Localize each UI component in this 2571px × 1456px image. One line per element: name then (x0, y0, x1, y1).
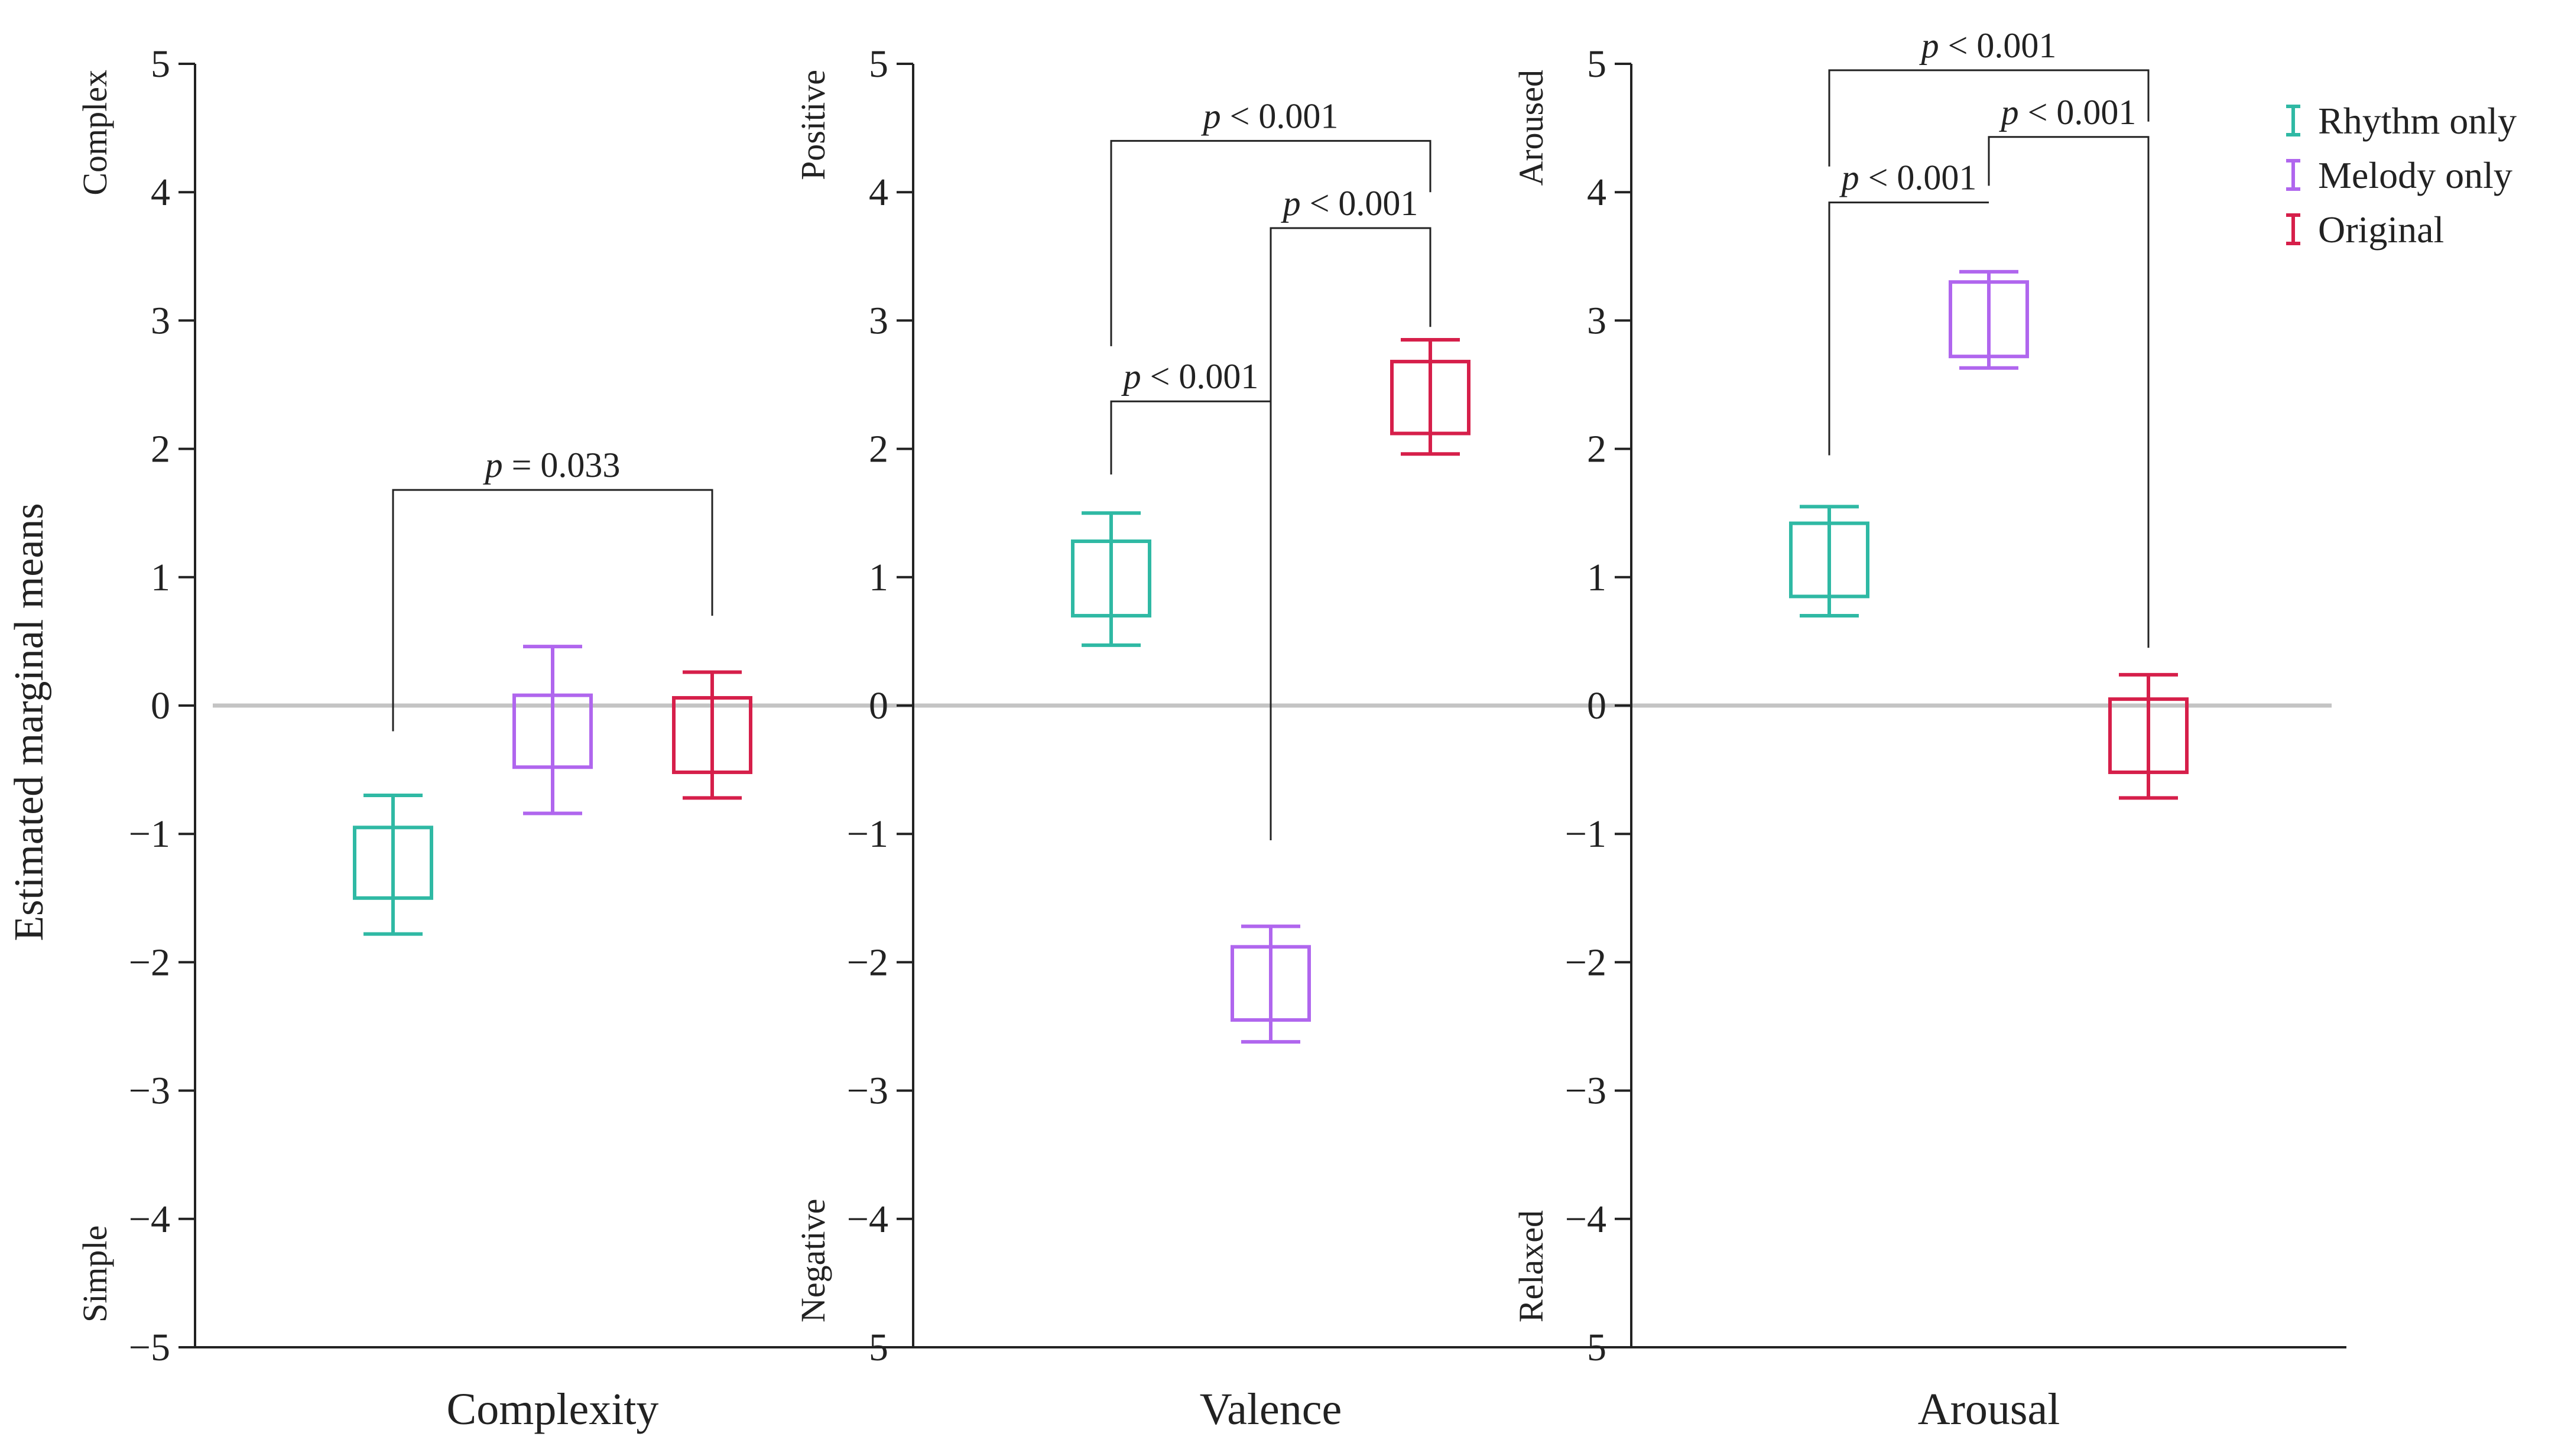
complexity-y-tick-label: −5 (129, 1326, 170, 1369)
p-value-label: p < 0.001 (1839, 158, 1977, 197)
complexity-y-tick-label: −2 (129, 941, 170, 984)
complexity-y-tick-label: −4 (129, 1198, 170, 1241)
bracket-line (1828, 69, 2150, 167)
arousal-y-tick-label: 5 (1587, 43, 1606, 86)
valence-original-box (1390, 337, 1470, 456)
arousal-x-label: Arousal (1918, 1384, 2060, 1434)
p-symbol: p (1919, 26, 1939, 65)
valence-significance-bracket: p < 0.001 (1110, 357, 1272, 841)
axes-layer: 5 4 3 2 1 0 −1 −2 −3 −4 −5 Complexity Complex Simple 5… (76, 43, 2346, 1434)
bracket-line (1270, 227, 1431, 402)
complexity-y-tick-label: 1 (151, 556, 170, 599)
p-value-text: < 0.001 (1301, 184, 1418, 223)
complexity-melody-only-box (512, 645, 593, 815)
p-value-text: < 0.001 (1939, 26, 2057, 65)
arousal-original-box (2108, 672, 2189, 800)
bracket-line (1110, 139, 1431, 346)
arousal-y-tick-label: −5 (1565, 1326, 1606, 1369)
legend: Rhythm only Melody only Original (2286, 100, 2517, 251)
complexity-y-tick-label: −3 (129, 1070, 170, 1113)
complexity-rhythm-only-box (353, 794, 433, 936)
arousal-significance-bracket: p < 0.001 (1988, 93, 2150, 648)
arousal-y-tick-label: 0 (1587, 684, 1606, 727)
p-value-label: p < 0.001 (1201, 96, 1339, 135)
arousal-significance-bracket: p < 0.001 (1828, 26, 2150, 167)
arousal-y-tick-label: −1 (1565, 812, 1606, 856)
marks-layer (353, 269, 2189, 1044)
arousal-y-tick-label: −4 (1565, 1198, 1606, 1241)
legend-label: Original (2318, 209, 2444, 251)
legend-label: Melody only (2318, 154, 2512, 196)
complexity-y-tick-label: 4 (151, 171, 170, 214)
valence-y-tick-label: 0 (869, 684, 888, 727)
p-value-text: < 0.001 (1859, 158, 1977, 197)
p-value-text: < 0.001 (2019, 93, 2137, 132)
complexity-y-tick-label: 3 (151, 299, 170, 342)
legend-label: Rhythm only (2318, 100, 2517, 142)
valence-rhythm-only-box (1071, 511, 1151, 647)
complexity-y-tick-label: 5 (151, 43, 170, 86)
arousal-melody-only-box (1949, 269, 2029, 370)
arousal-top-label: Aroused (1512, 70, 1550, 186)
p-value-text: = 0.033 (503, 446, 621, 485)
valence-y-tick-label: 1 (869, 556, 888, 599)
p-symbol: p (1201, 96, 1221, 135)
complexity-original-box (672, 670, 752, 800)
p-symbol: p (1281, 184, 1301, 223)
arousal-y-tick-label: −3 (1565, 1070, 1606, 1113)
arousal-bottom-label: Relaxed (1512, 1210, 1550, 1322)
bracket-line (1110, 400, 1272, 841)
valence-top-label: Positive (794, 70, 832, 180)
p-symbol: p (1999, 93, 2019, 132)
arousal-y-tick-label: −2 (1565, 941, 1606, 984)
complexity-y-tick-label: −1 (129, 812, 170, 856)
p-value-label: p < 0.001 (1121, 357, 1259, 396)
p-value-text: < 0.001 (1141, 357, 1259, 396)
complexity-bottom-label: Simple (76, 1226, 114, 1322)
complexity-x-label: Complexity (447, 1384, 659, 1434)
arousal-y-tick-label: 2 (1587, 428, 1606, 471)
bracket-line (1988, 136, 2150, 648)
legend-item-melody-only: Melody only (2286, 154, 2512, 196)
valence-significance-bracket: p < 0.001 (1270, 184, 1431, 402)
valence-y-tick-label: 3 (869, 299, 888, 342)
bracket-line (1828, 202, 1989, 456)
p-value-label: p < 0.001 (1999, 93, 2137, 132)
arousal-y-tick-label: 3 (1587, 299, 1606, 342)
valence-y-tick-label: 2 (869, 428, 888, 471)
arousal-y-tick-label: 1 (1587, 556, 1606, 599)
p-value-label: p < 0.001 (1919, 26, 2057, 65)
p-symbol: p (1839, 158, 1859, 197)
complexity-significance-bracket: p = 0.033 (392, 446, 713, 732)
valence-y-tick-label: −5 (847, 1326, 888, 1369)
valence-x-label: Valence (1200, 1384, 1342, 1434)
arousal-y-tick-label: 4 (1587, 171, 1606, 214)
p-symbol: p (1121, 357, 1141, 396)
valence-y-tick-label: −4 (847, 1198, 888, 1241)
valence-significance-bracket: p < 0.001 (1110, 96, 1431, 346)
y-axis-label: Estimated marginal means (7, 503, 52, 941)
valence-y-tick-label: −3 (847, 1070, 888, 1113)
legend-item-original: Original (2286, 209, 2444, 251)
valence-melody-only-box (1231, 924, 1311, 1044)
complexity-y-tick-label: 0 (151, 684, 170, 727)
valence-y-tick-label: 4 (869, 171, 888, 214)
complexity-y-tick-label: 2 (151, 428, 170, 471)
p-value-text: < 0.001 (1221, 96, 1339, 135)
complexity-top-label: Complex (76, 70, 114, 196)
valence-y-tick-label: −2 (847, 941, 888, 984)
p-value-label: p = 0.033 (483, 446, 621, 485)
valence-bottom-label: Negative (794, 1199, 832, 1322)
arousal-significance-bracket: p < 0.001 (1828, 158, 1989, 456)
valence-y-tick-label: 5 (869, 43, 888, 86)
legend-item-rhythm-only: Rhythm only (2286, 100, 2517, 142)
bracket-line (392, 489, 713, 732)
p-value-label: p < 0.001 (1281, 184, 1418, 223)
arousal-rhythm-only-box (1789, 505, 1869, 618)
p-symbol: p (483, 446, 503, 485)
valence-y-tick-label: −1 (847, 812, 888, 856)
